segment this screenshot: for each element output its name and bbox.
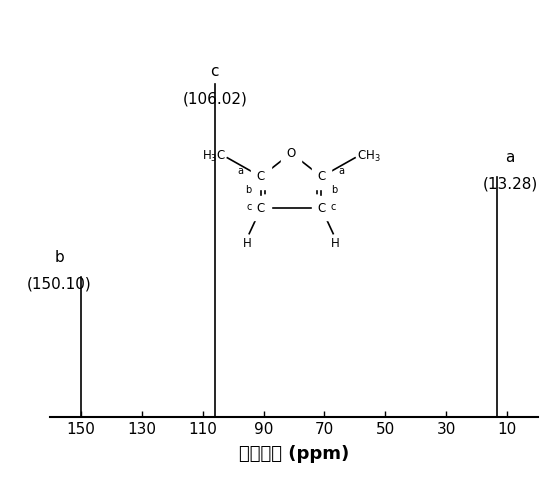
Text: a: a — [339, 166, 344, 176]
Text: C: C — [318, 202, 325, 215]
Text: a: a — [238, 166, 244, 176]
Text: c: c — [246, 202, 251, 212]
Text: H: H — [243, 237, 252, 250]
Text: H: H — [330, 237, 339, 250]
Text: b: b — [245, 185, 251, 194]
Text: a: a — [506, 150, 515, 165]
Text: b: b — [55, 250, 64, 265]
Text: c: c — [330, 202, 336, 212]
Text: C: C — [318, 170, 325, 183]
Text: b: b — [330, 185, 337, 194]
Text: H$_3$C: H$_3$C — [202, 148, 226, 164]
Text: C: C — [257, 202, 265, 215]
Text: CH$_3$: CH$_3$ — [357, 148, 380, 164]
Text: (150.10): (150.10) — [27, 277, 92, 292]
Text: (13.28): (13.28) — [483, 177, 538, 192]
Text: (106.02): (106.02) — [183, 92, 247, 107]
Text: C: C — [257, 170, 265, 183]
Text: c: c — [211, 64, 219, 79]
Text: O: O — [287, 147, 296, 160]
X-axis label: 化学位移 (ppm): 化学位移 (ppm) — [239, 445, 349, 463]
